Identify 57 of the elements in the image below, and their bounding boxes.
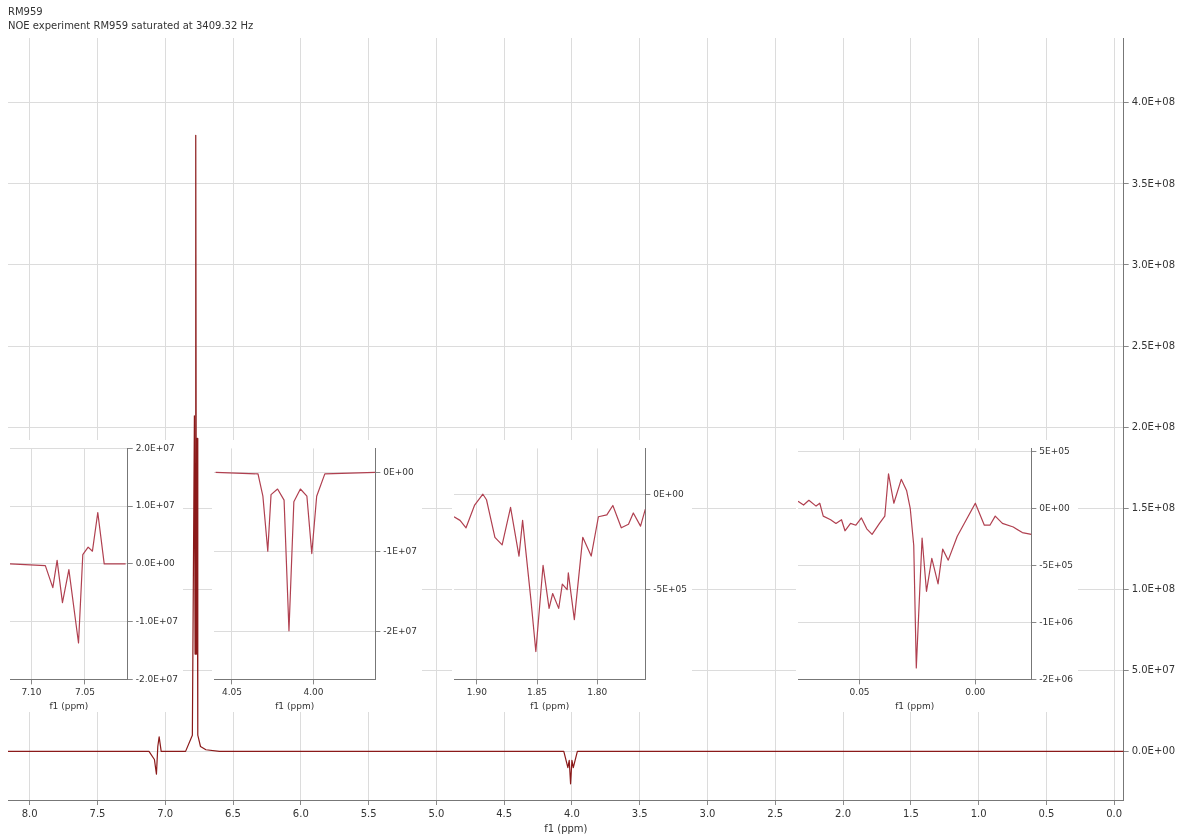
y-tick-label: 1.5E+08 (1131, 501, 1175, 513)
y-tick-label: -5E+05 (1039, 559, 1073, 570)
y-tick-label: -1E+06 (1039, 616, 1074, 627)
y-tick-label: -2.0E+07 (135, 673, 179, 684)
x-tick-label: 6.5 (225, 807, 241, 819)
x-tick-label: 7.0 (157, 807, 174, 819)
x-tick-label: 0.0 (1106, 807, 1123, 819)
x-tick-label: 3.5 (631, 807, 648, 819)
x-tick-label: 6.0 (292, 807, 309, 819)
y-tick-label: 3.0E+08 (1131, 258, 1175, 270)
x-tick-label: 4.0 (563, 807, 580, 819)
chart-title: RM959 (8, 5, 43, 17)
x-tick-label: 5.0 (428, 807, 445, 819)
y-tick-label: 4.0E+08 (1131, 96, 1175, 108)
y-tick-label: 1.0E+07 (135, 500, 175, 511)
x-axis-title: f1 (ppm) (275, 700, 315, 711)
y-tick-label: -2E+06 (1039, 673, 1074, 684)
y-tick-label: -2E+07 (383, 625, 417, 636)
y-tick-label: 3.5E+08 (1131, 177, 1175, 189)
x-tick-label: 4.00 (303, 687, 324, 698)
chart-subtitle: NOE experiment RM959 saturated at 3409.32 Hz (8, 19, 254, 31)
x-tick-label: 0.05 (849, 687, 870, 698)
y-tick-label: 5E+05 (1039, 446, 1070, 457)
x-tick-label: 5.5 (360, 807, 377, 819)
y-tick-label: 0E+00 (653, 488, 685, 499)
y-tick-label: 0E+00 (383, 466, 415, 477)
y-tick-label: 5.0E+07 (1131, 663, 1175, 675)
x-tick-label: 7.05 (74, 687, 95, 698)
x-tick-label: 1.80 (587, 687, 608, 698)
y-tick-label: 0.0E+00 (1131, 744, 1175, 756)
x-tick-label: 4.5 (496, 807, 513, 819)
x-tick-label: 7.5 (89, 807, 106, 819)
x-tick-label: 1.85 (527, 687, 548, 698)
y-tick-label: 0E+00 (1039, 503, 1071, 514)
x-tick-label: 0.00 (965, 687, 986, 698)
y-tick-label: 1.0E+08 (1131, 582, 1175, 594)
x-axis-title: f1 (ppm) (530, 700, 570, 711)
x-tick-label: 2.0 (835, 807, 852, 819)
y-tick-label: -1E+07 (383, 546, 417, 557)
y-tick-label: -1.0E+07 (135, 615, 179, 626)
x-tick-label: 4.05 (221, 687, 242, 698)
y-tick-label: -5E+05 (653, 584, 687, 595)
y-tick-label: 0.0E+00 (135, 558, 176, 569)
y-tick-label: 2.0E+08 (1131, 420, 1175, 432)
x-tick-label: 1.90 (466, 687, 488, 698)
x-axis-title: f1 (ppm) (895, 700, 935, 711)
x-tick-label: 8.0 (21, 807, 38, 819)
x-tick-label: 2.5 (767, 807, 784, 819)
x-axis-title: f1 (ppm) (544, 822, 588, 834)
x-tick-label: 7.10 (21, 687, 42, 698)
y-tick-label: 2.0E+07 (135, 442, 175, 453)
x-tick-label: 0.5 (1038, 807, 1055, 819)
y-tick-label: 2.5E+08 (1131, 339, 1175, 351)
x-tick-label: 1.0 (970, 807, 987, 819)
x-axis-title: f1 (ppm) (49, 700, 89, 711)
x-tick-label: 3.0 (699, 807, 716, 819)
x-tick-label: 1.5 (902, 807, 919, 819)
